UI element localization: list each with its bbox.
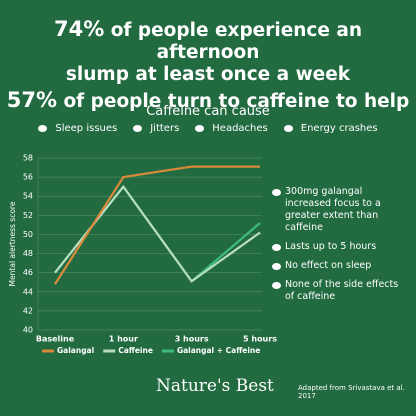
headline-line: 74% of people experience an afternoon (0, 18, 416, 64)
causes-title: Caffeine can cause (146, 104, 270, 119)
x-tick-label: Baseline (36, 335, 75, 344)
bullet (133, 124, 143, 132)
bullet (38, 124, 48, 132)
benefit-text: 300mg galangal increased focus to a grea… (285, 186, 381, 233)
y-tick-label: 46 (23, 268, 33, 277)
bullet (272, 263, 281, 270)
y-axis-title: Mental alertness score (8, 201, 17, 286)
y-tick-label: 44 (23, 287, 33, 296)
y-tick-label: 58 (23, 154, 33, 163)
source-note: Adapted from Srivastava et al. 2017 (298, 384, 405, 400)
headline-stat: 57% (6, 88, 57, 112)
series-line (54, 165, 260, 285)
benefit-text: None of the side effects of caffeine (285, 279, 399, 302)
x-tick-label: 3 hours (175, 335, 209, 344)
cause-item: Sleep issues (34, 123, 121, 134)
bullet (283, 124, 293, 132)
y-tick-label: 42 (23, 306, 33, 315)
cause-item: Jitters (129, 123, 183, 134)
benefit-text: No effect on sleep (285, 260, 372, 271)
headline-text: of people experience an afternoon (110, 20, 363, 63)
y-tick-label: 48 (23, 249, 33, 258)
benefit-text: Lasts up to 5 hours (285, 241, 377, 252)
headline-text: slump at least once a week (65, 64, 351, 85)
y-tick-label: 54 (23, 192, 33, 201)
brand-logo: Nature's Best (156, 376, 274, 396)
headline-line: 57% of people turn to caffeine to help (0, 89, 416, 113)
causes-list: Sleep issues Jitters Headaches Energy crash… (0, 123, 416, 134)
benefit-item: Lasts up to 5 hours (272, 241, 410, 253)
cause-item: Headaches (191, 123, 271, 134)
headline-text: of people turn to caffeine to help (63, 91, 410, 112)
bullet (272, 189, 281, 196)
legend-label: Galangal + Caffeine (177, 346, 260, 355)
x-tick-label: 1 hour (109, 335, 138, 344)
y-tick-label: 52 (23, 211, 33, 220)
headline: 74% of people experience an afternoon slu… (0, 18, 416, 113)
benefit-item: None of the side effects of caffeine (272, 279, 410, 303)
legend-label: Galangal (57, 346, 94, 355)
bullet (272, 282, 281, 289)
benefit-item: No effect on sleep (272, 260, 410, 272)
headline-line: slump at least once a week (0, 64, 416, 86)
headline-stat: 74% (53, 17, 105, 41)
cause-text: Sleep issues (55, 123, 118, 134)
benefit-item: 300mg galangal increased focus to a grea… (272, 186, 410, 234)
y-tick-label: 56 (23, 173, 33, 182)
cause-text: Jitters (150, 123, 180, 134)
legend-label: Caffeine (118, 346, 153, 355)
y-tick-label: 50 (23, 230, 33, 239)
benefits-list: 300mg galangal increased focus to a grea… (272, 186, 410, 310)
cause-text: Headaches (212, 123, 268, 134)
cause-text: Energy crashes (300, 123, 378, 134)
bullet (195, 124, 205, 132)
x-tick-label: 5 hours (243, 335, 277, 344)
y-tick-label: 40 (23, 326, 33, 335)
cause-item: Energy crashes (280, 123, 382, 134)
bullet (272, 244, 281, 251)
